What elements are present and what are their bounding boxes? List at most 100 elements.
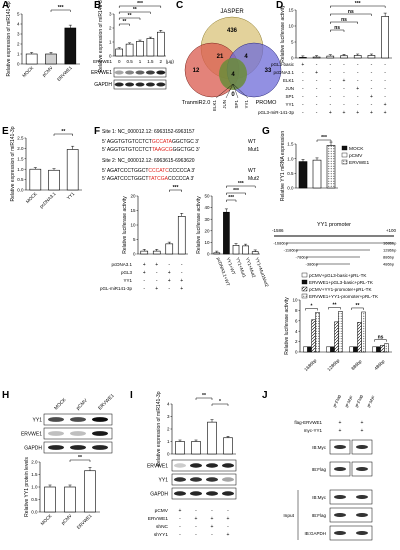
panel-g-sig: ***	[321, 135, 327, 141]
panel-d-table-mark: +	[384, 110, 387, 116]
panel-b-sig: **	[133, 7, 137, 13]
panel-f-site2: Site 2: NC_000012.12: 6963615-6963620	[102, 158, 195, 164]
panel-d-table-mark: +	[315, 70, 318, 76]
panel-e-chart-ytick: 2.5	[17, 136, 24, 141]
panel-d-chart-bar	[299, 57, 307, 59]
panel-i-chart-ytick: 0	[167, 452, 170, 457]
panel-i-sig: *	[219, 399, 221, 405]
panel-e-chart-bar	[29, 168, 42, 191]
panel-d-table-mark: -	[384, 62, 386, 68]
panel-g-legend-label: ERVWE1	[349, 160, 370, 166]
panel-d-table-mark: +	[301, 62, 304, 68]
panel-h-band	[70, 431, 86, 436]
panel-f-left-chart-bar	[165, 243, 174, 255]
panel-i-chart-ytick: 4	[167, 402, 170, 407]
panel-g-grouped-bar	[372, 346, 377, 353]
panel-d-chart-bar	[353, 55, 362, 59]
panel-a-xtick: MOCK	[21, 65, 34, 78]
panel-j-blot-label: IB:Myc	[312, 445, 327, 450]
panel-a-chart-bar	[25, 53, 38, 65]
panel-d-table-mark: +	[384, 102, 387, 108]
panel-d-table-mark: -	[329, 86, 331, 92]
panel-e-chart-ytick: 2.0	[17, 146, 24, 151]
panel-i-table-mark: +	[227, 532, 230, 538]
panel-d-table-mark: -	[371, 102, 373, 108]
panel-h-xtick: MOCK	[40, 513, 53, 526]
panel-b-chart-ytick: 2	[109, 26, 112, 31]
panel-a-xtick: ERVWE1	[56, 65, 73, 82]
panel-d-table-mark: -	[302, 78, 304, 84]
panel-f-right-chart-ylabel: Relative luciferase activity	[196, 196, 202, 254]
panel-b-chart-bar	[157, 31, 165, 57]
panel-g-fragment: -1686bp	[273, 241, 288, 246]
panel-h-blot-label: ERVWE1	[21, 432, 42, 438]
panel-d-table-mark: -	[329, 102, 331, 108]
panel-g-chart-ytick: 0.5	[287, 171, 294, 176]
panel-g-grouped-xtick: 486bp	[373, 358, 386, 371]
panel-f-left-chart-ylabel: Relative luciferase activity	[122, 196, 128, 254]
panel-h-xtick: ERVWE1	[76, 513, 93, 530]
panel-i-table-mark: +	[179, 508, 182, 514]
panel-b-dose: 1.5	[147, 59, 154, 64]
panel-g-legend-swatch	[341, 145, 348, 151]
panel-f-left-table-mark: -	[181, 270, 183, 276]
panel-b-chart-ytick: 1	[109, 40, 112, 45]
panel-h-chart-ytick: 0.0	[31, 510, 38, 515]
panel-g-grouped-bar	[353, 346, 358, 353]
panel-g-grouped-ytick: 4	[295, 329, 298, 334]
panel-g-legend2-label: ERVWE1+YY1-promoter+pRL-TK	[309, 294, 379, 299]
coip-blots	[329, 439, 373, 541]
panel-i-table-mark: -	[179, 532, 181, 538]
panel-e-chart-ylabel: Relative expression of miR141-3p	[10, 126, 16, 201]
panel-b-chart-ytick: 3	[109, 12, 112, 17]
panel-d-chart-bar	[326, 55, 335, 59]
panel-j-band	[356, 513, 368, 517]
panel-d-table-mark: +	[343, 78, 346, 84]
panel-b-band	[125, 70, 135, 75]
panel-g-grouped-bar	[315, 312, 320, 353]
panel-f-left-table-rowlabel: YY1	[123, 278, 132, 283]
panel-b-band	[145, 82, 155, 87]
venn-count: 12	[193, 68, 200, 74]
panel-h-chart-ytick: 2.0	[31, 460, 38, 465]
panel-d-table-mark: -	[384, 78, 386, 84]
panel-j-flag-row: flag-ERVWE1	[294, 420, 322, 425]
panel-f-left-table-rowlabel: pcDNA3.1	[111, 262, 132, 267]
panel-e-xtick: pcDNA3.1	[39, 191, 57, 209]
panel-h-xtick: pCMV	[60, 513, 72, 525]
panel-g-grouped-bar	[326, 346, 331, 353]
panel-b-sig: ***	[137, 1, 143, 7]
panel-d-table-mark: -	[371, 70, 373, 76]
panel-d-table-mark: -	[371, 78, 373, 84]
panel-h-band	[48, 417, 64, 422]
panel-g-chart-bar	[312, 159, 322, 189]
panel-d-table-mark: -	[357, 94, 359, 100]
panel-f-left-table-mark: +	[180, 286, 183, 292]
panel-d-table-mark: -	[343, 102, 345, 108]
panel-g-legend2-swatch	[301, 272, 308, 278]
panel-f-right-chart-bar	[251, 251, 259, 255]
panel-c-labels: JASPER TranmiR2.0 PROMO 436 12 21 4 0 4 33 ELK1 JUN…	[182, 9, 277, 111]
panel-letter-f: F	[94, 126, 101, 137]
panel-j-ip-label: IP:Myc	[344, 395, 353, 409]
panel-j-band	[356, 467, 368, 471]
panel-d-table-mark: -	[316, 94, 318, 100]
panel-f-left-table-mark: -	[168, 286, 170, 292]
panel-g-grouped-xtick: 1286bp	[326, 358, 341, 373]
panel-letter-g: G	[262, 126, 270, 137]
panel-i-table-rowlabel: pCMV	[155, 508, 169, 514]
panel-b-chart-bar	[136, 40, 144, 57]
panel-d-table-mark: -	[384, 70, 386, 76]
panel-i-band	[190, 463, 202, 468]
panel-g-legend2-swatch	[301, 286, 308, 292]
panel-b-band	[135, 70, 145, 75]
panel-b-chart-ylabel: Relative expression of miR141-3p	[98, 0, 104, 73]
panel-f-right-chart-bar	[223, 211, 230, 255]
venn-label-promo: PROMO	[256, 100, 278, 106]
panel-f-right-chart-bar	[242, 245, 249, 255]
panel-i-table-mark: -	[179, 516, 181, 522]
panel-j-blot-label: IB:GAPDH	[304, 531, 326, 536]
